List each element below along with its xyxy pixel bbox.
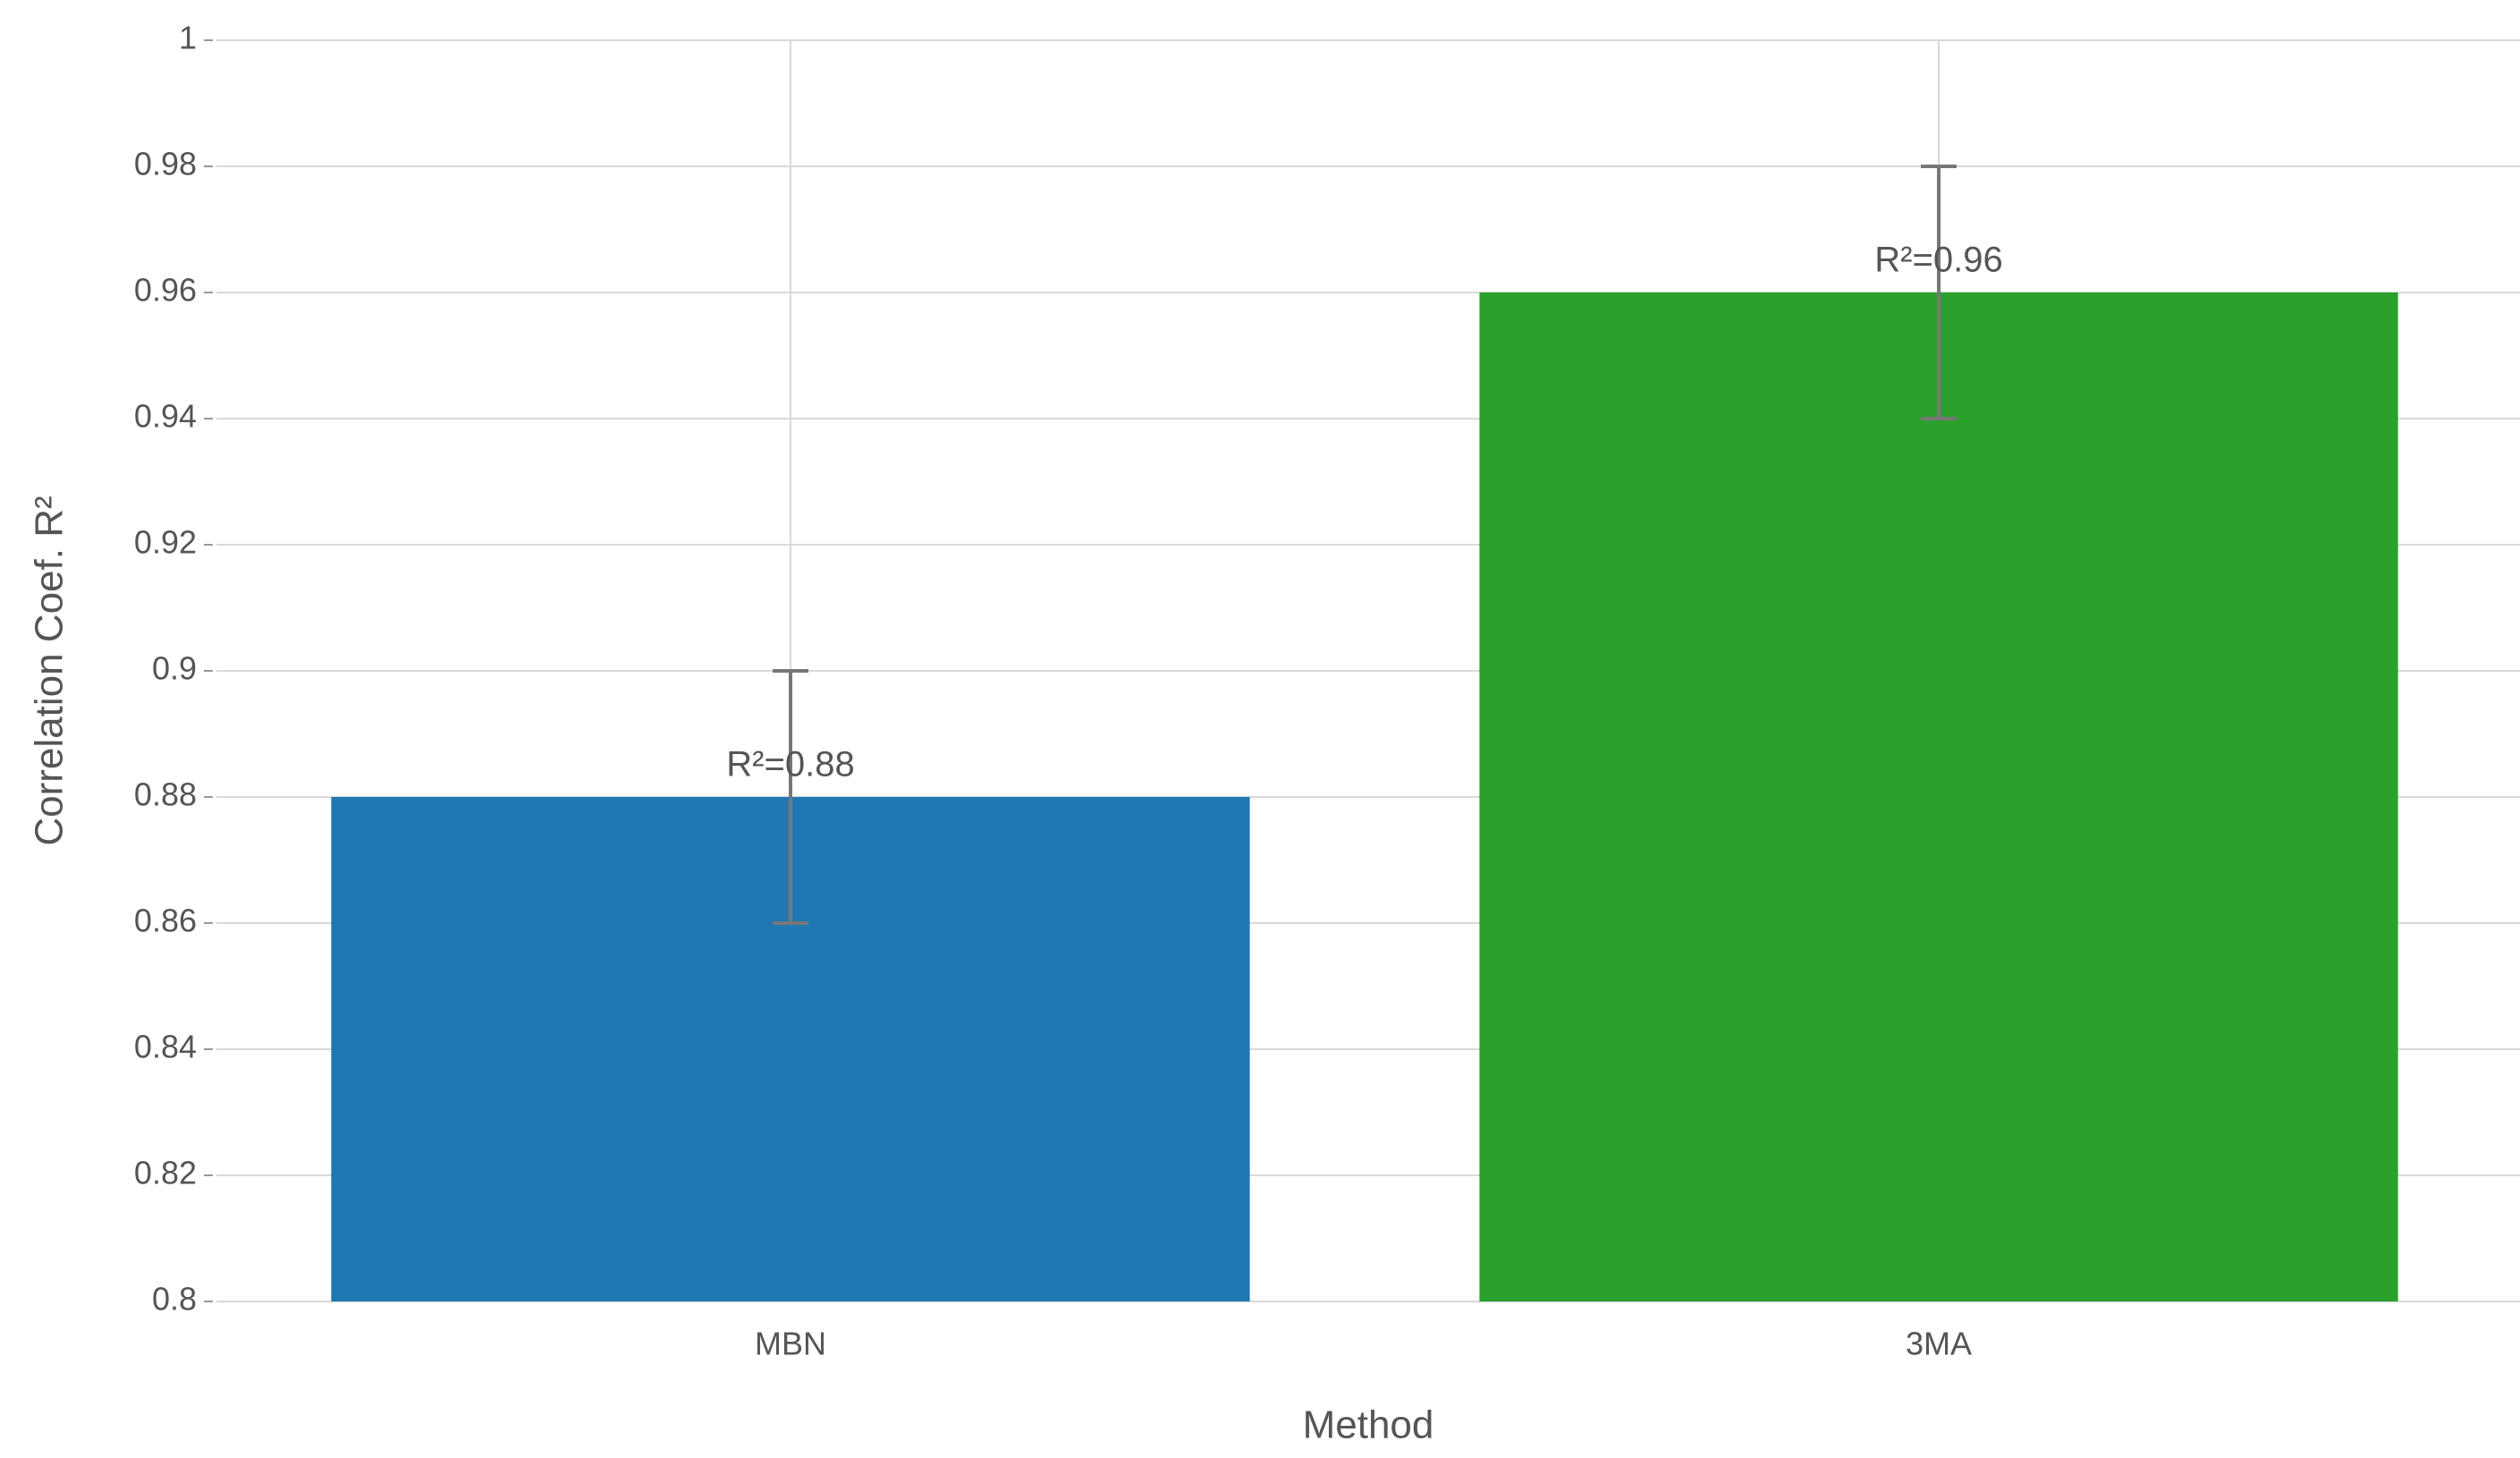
y-tick-label: 0.94 — [134, 398, 197, 435]
y-tick-label: 0.92 — [134, 524, 197, 561]
y-tick-label: 0.98 — [134, 146, 197, 182]
y-tick-label: 0.82 — [134, 1155, 197, 1191]
y-tick-label: 0.96 — [134, 272, 197, 309]
y-tick-label: 0.84 — [134, 1029, 197, 1065]
y-axis-title: Correlation Coef. R² — [28, 496, 72, 845]
bar — [1479, 292, 2398, 1301]
y-tick-label: 0.88 — [134, 776, 197, 813]
y-tick-label: 1 — [179, 20, 197, 56]
x-tick-label: 3MA — [1906, 1326, 1972, 1362]
y-tick-label: 0.86 — [134, 903, 197, 939]
y-tick-label: 0.9 — [152, 650, 197, 687]
value-label: R²=0.96 — [1874, 241, 2002, 280]
y-tick-label: 0.8 — [152, 1281, 197, 1318]
x-axis-title: Method — [1303, 1403, 1434, 1447]
value-label: R²=0.88 — [726, 745, 854, 784]
x-tick-label: MBN — [755, 1326, 826, 1362]
